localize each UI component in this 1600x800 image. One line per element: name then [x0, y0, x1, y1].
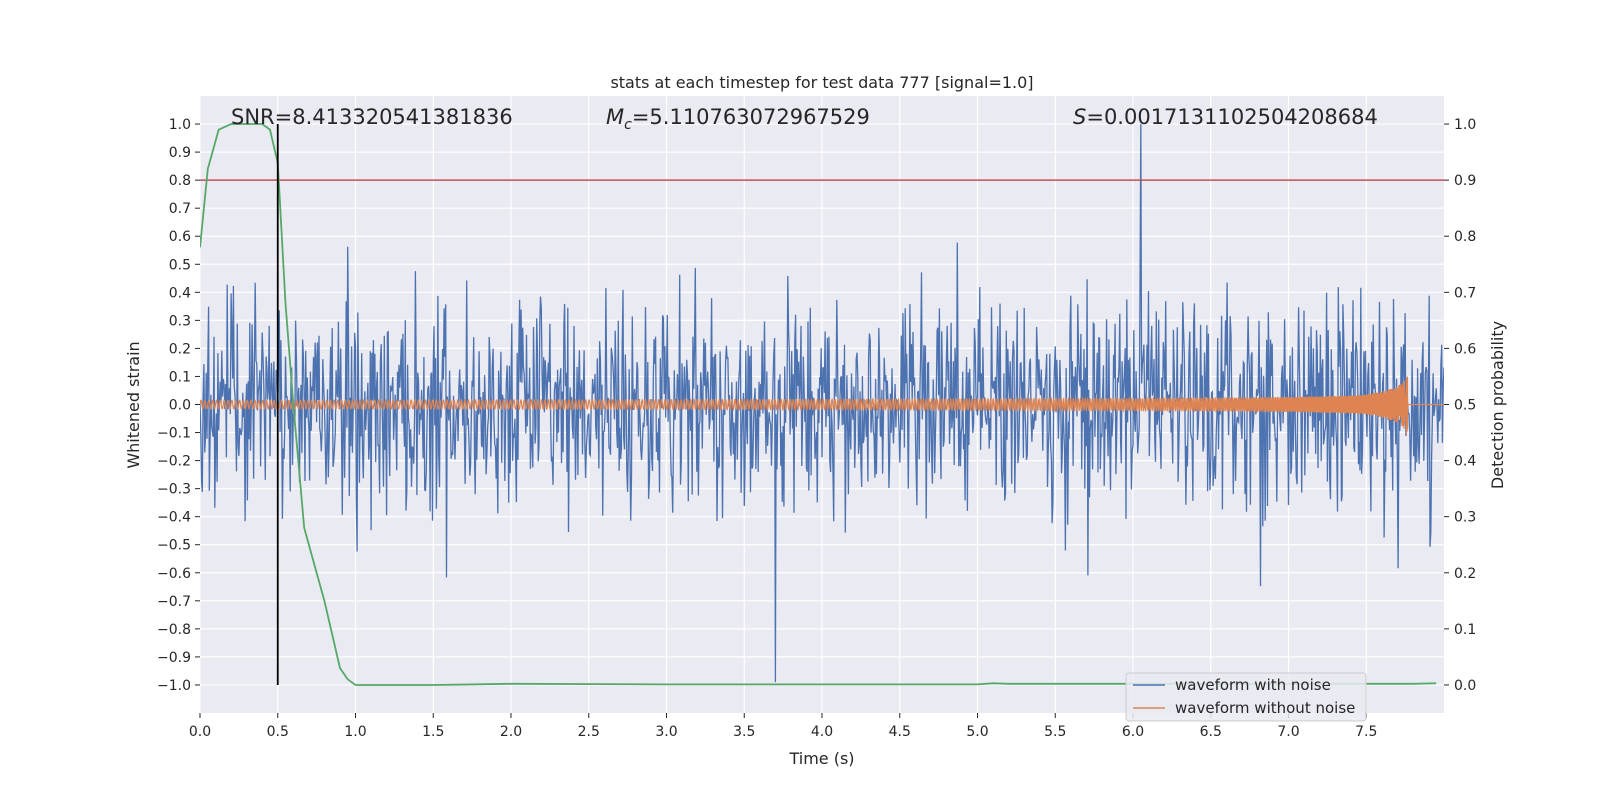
- y-right-tick-label: 1.0: [1454, 117, 1476, 133]
- grid: [199, 96, 1444, 713]
- y-tick-label: −0.7: [157, 594, 191, 610]
- waveform-without-noise-line: [200, 376, 1409, 436]
- y-tick-label: 0.1: [169, 369, 191, 385]
- x-tick-label: 5.0: [966, 724, 988, 740]
- x-tick-label: 2.0: [500, 724, 522, 740]
- x-tick-label: 5.5: [1044, 724, 1066, 740]
- y-tick-label: 0.9: [169, 145, 191, 161]
- y-tick-label: −0.6: [157, 566, 191, 582]
- chirp-mass-subscript: c: [624, 117, 632, 133]
- waveform-with-noise-line: [200, 123, 1444, 683]
- y-axis-label: Whitened strain: [124, 341, 143, 468]
- y-right-tick-label: 0.8: [1454, 229, 1476, 245]
- y-tick-label: −0.1: [157, 426, 191, 442]
- legend: waveform with noise waveform without noi…: [1125, 672, 1367, 722]
- y-tick-label: −0.9: [157, 650, 191, 666]
- chart-title: stats at each timestep for test data 777…: [610, 73, 1033, 92]
- x-tick-label: 4.0: [811, 724, 833, 740]
- y-tick-label: −0.5: [157, 538, 191, 554]
- y-tick-label: −0.2: [157, 454, 191, 470]
- y-right-tick-label: 0.7: [1454, 285, 1476, 301]
- x-tick-label: 0.5: [267, 724, 289, 740]
- x-tick-label: 7.5: [1355, 724, 1377, 740]
- legend-label-clean: waveform without noise: [1175, 699, 1355, 717]
- chirp-mass-symbol: M: [606, 105, 624, 129]
- chirp-mass-value: =5.110763072967529: [632, 105, 870, 129]
- x-tick-label: 4.5: [889, 724, 911, 740]
- y-right-tick-label: 0.0: [1454, 678, 1476, 694]
- y-tick-label: 0.5: [169, 257, 191, 273]
- y-tick-label: 0.2: [169, 341, 191, 357]
- x-tick-label: 7.0: [1277, 724, 1299, 740]
- y-axis-right-label: Detection probability: [1488, 321, 1507, 489]
- chirp-mass-annotation: Mc=5.110763072967529: [606, 105, 870, 133]
- y-right-tick-label: 0.4: [1454, 454, 1476, 470]
- y-tick-label: 0.7: [169, 201, 191, 217]
- y-tick-label: −0.3: [157, 482, 191, 498]
- detection-probability-line: [200, 123, 1437, 686]
- x-tick-label: 6.5: [1200, 724, 1222, 740]
- y-tick-label: 0.8: [169, 173, 191, 189]
- y-right-tick-label: 0.5: [1454, 398, 1476, 414]
- y-right-tick-label: 0.1: [1454, 622, 1476, 638]
- x-axis-label: Time (s): [788, 749, 854, 768]
- y-tick-label: 0.0: [169, 398, 191, 414]
- y-right-tick-label: 0.3: [1454, 510, 1476, 526]
- y-tick-label: 0.3: [169, 313, 191, 329]
- y-right-tick-label: 0.6: [1454, 341, 1476, 357]
- x-tick-label: 1.0: [344, 724, 366, 740]
- y-tick-label: −0.8: [157, 622, 191, 638]
- y-tick-label: 0.6: [169, 229, 191, 245]
- y-right-tick-label: 0.9: [1454, 173, 1476, 189]
- y-right-tick-label: 0.2: [1454, 566, 1476, 582]
- plot-area: [200, 123, 1444, 686]
- snr-annotation: SNR=8.413320541381836: [231, 105, 513, 129]
- x-tick-label: 3.5: [733, 724, 755, 740]
- x-tick-label: 0.0: [189, 724, 211, 740]
- axes: 0.0 0.5 1.0 1.5 2.0 2.5 3.0 3.5 4.0 4.5 5.0 5.5 6.0 6…: [157, 117, 1476, 740]
- y-tick-label: −0.4: [157, 510, 191, 526]
- y-tick-label: −1.0: [157, 678, 191, 694]
- x-tick-label: 3.0: [655, 724, 677, 740]
- legend-label-noise: waveform with noise: [1175, 676, 1331, 694]
- s-value: =0.0017131102504208684: [1086, 105, 1378, 129]
- x-tick-label: 1.5: [422, 724, 444, 740]
- x-tick-label: 6.0: [1122, 724, 1144, 740]
- legend-box: [1125, 672, 1367, 722]
- y-tick-label: 1.0: [169, 117, 191, 133]
- y-tick-label: 0.4: [169, 285, 191, 301]
- s-symbol: S: [1073, 105, 1086, 129]
- x-tick-label: 2.5: [578, 724, 600, 740]
- s-annotation: S=0.0017131102504208684: [1073, 105, 1378, 129]
